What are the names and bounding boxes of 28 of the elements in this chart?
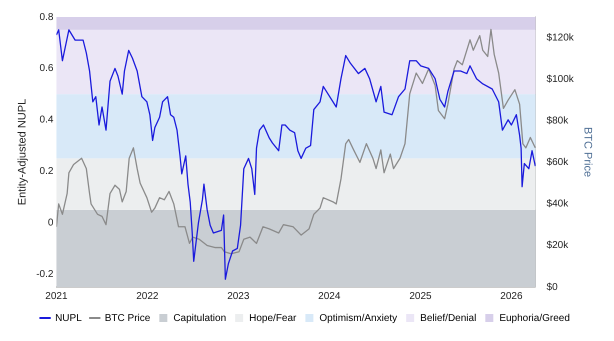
x-tick-label: 2026 [500, 290, 523, 302]
y-tick-label: 0 [48, 217, 54, 228]
y2-tick-label: $60k [546, 157, 570, 168]
legend-label: Euphoria/Greed [499, 312, 570, 324]
legend-label: NUPL [55, 312, 82, 324]
y-tick-label: 0.2 [40, 166, 54, 178]
x-tick-label: 2022 [136, 290, 159, 302]
y2-tick-label: $120k [546, 32, 575, 44]
y2-tick-label: $80k [546, 116, 570, 127]
y2-tick-label: $40k [546, 198, 570, 210]
y-axis-title: Entity-Adjusted NUPL [16, 98, 29, 206]
x-tick-label: 2023 [227, 290, 250, 302]
y-tick-label: -0.2 [36, 268, 54, 280]
y2-axis-title: BTC Price [581, 126, 594, 178]
y2-tick-label: $0 [546, 282, 558, 293]
legend-label: Optimism/Anxiety [319, 312, 398, 324]
y-tick-label: 0.4 [40, 114, 54, 126]
legend-label: Capitulation [173, 312, 226, 324]
x-tick-label: 2021 [45, 290, 68, 302]
y2-tick-label: $20k [546, 240, 570, 252]
y2-tick-label: $100k [546, 74, 575, 86]
x-tick-label: 2025 [409, 290, 432, 302]
legend-label: BTC Price [104, 312, 151, 324]
x-tick-label: 2024 [318, 290, 341, 302]
legend-label: Belief/Denial [420, 312, 476, 324]
y-tick-label: 0.8 [40, 12, 54, 23]
legend-label: Hope/Fear [249, 312, 298, 324]
y-tick-label: 0.6 [40, 63, 54, 74]
